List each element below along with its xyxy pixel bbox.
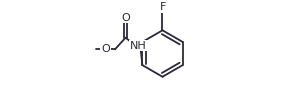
Text: F: F xyxy=(160,2,166,12)
Text: NH: NH xyxy=(130,41,147,51)
Text: O: O xyxy=(121,13,130,23)
Text: O: O xyxy=(101,44,110,54)
